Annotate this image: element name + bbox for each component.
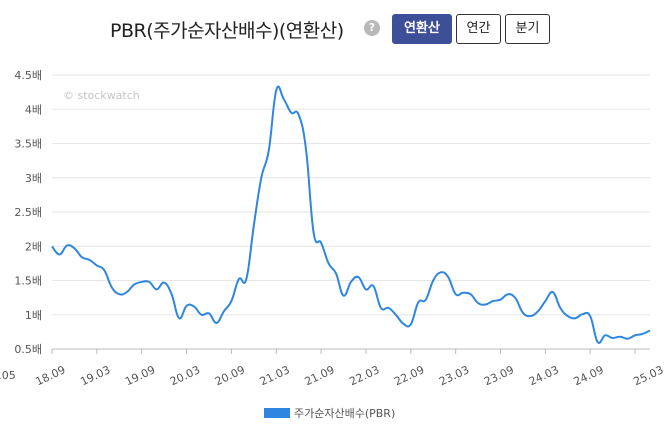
- y-tick-label: 0.5배: [14, 343, 42, 356]
- x-tick-label: 20.09: [213, 363, 247, 388]
- x-tick-label: 24.09: [572, 363, 606, 388]
- y-tick-label: 4.5배: [14, 69, 42, 82]
- button-annualized[interactable]: 연환산: [392, 14, 452, 44]
- y-tick-label: 2배: [25, 240, 42, 253]
- legend[interactable]: 주가순자산배수(PBR): [264, 405, 396, 420]
- x-tick-label: 23.09: [482, 363, 516, 388]
- legend-label: 주가순자산배수(PBR): [294, 407, 396, 420]
- button-annual[interactable]: 연간: [456, 14, 501, 44]
- x-axis-tick-labels: 18.09 19.03 19.09 20.03 20.09 21.03 21.09 22.03…: [0, 363, 666, 388]
- x-tick-label: 19.03: [78, 363, 112, 388]
- x-tick-label: 21.03: [258, 363, 292, 388]
- y-axis-tick-labels: 0.5배 1배 1.5배 2배 2.5배 3배 3.5배 4배 4.5배: [14, 69, 42, 356]
- x-tick-label: 18.09: [33, 363, 67, 388]
- y-tick-label: 2.5배: [14, 206, 42, 219]
- grid-lines: [51, 74, 650, 354]
- legend-swatch: [264, 408, 290, 418]
- x-tick-label: 24.03: [527, 363, 561, 388]
- header: PBR(주가순자산배수)(연환산) ? 연환산 연간 분기: [0, 14, 666, 46]
- watermark: © stockwatch: [63, 89, 140, 102]
- x-tick-label: 21.09: [303, 363, 337, 388]
- x-tick-label: 20.03: [168, 363, 202, 388]
- x-tick-label: 23.03: [437, 363, 471, 388]
- x-tick-label: 25.05: [0, 369, 16, 382]
- x-tick-label: 22.09: [392, 363, 426, 388]
- series-line-pbr: [51, 85, 651, 344]
- y-tick-label: 3배: [25, 172, 42, 185]
- x-tick-label: 25.03: [631, 363, 665, 388]
- y-tick-label: 3.5배: [14, 138, 42, 151]
- x-tick-label: 19.09: [123, 363, 157, 388]
- y-tick-label: 1.5배: [14, 275, 42, 288]
- y-tick-label: 4배: [25, 103, 42, 116]
- y-tick-label: 1배: [25, 309, 42, 322]
- button-quarterly[interactable]: 분기: [505, 14, 550, 44]
- help-icon[interactable]: ?: [364, 20, 380, 36]
- x-tick-label: 22.03: [347, 363, 381, 388]
- page-title: PBR(주가순자산배수)(연환산): [110, 20, 344, 42]
